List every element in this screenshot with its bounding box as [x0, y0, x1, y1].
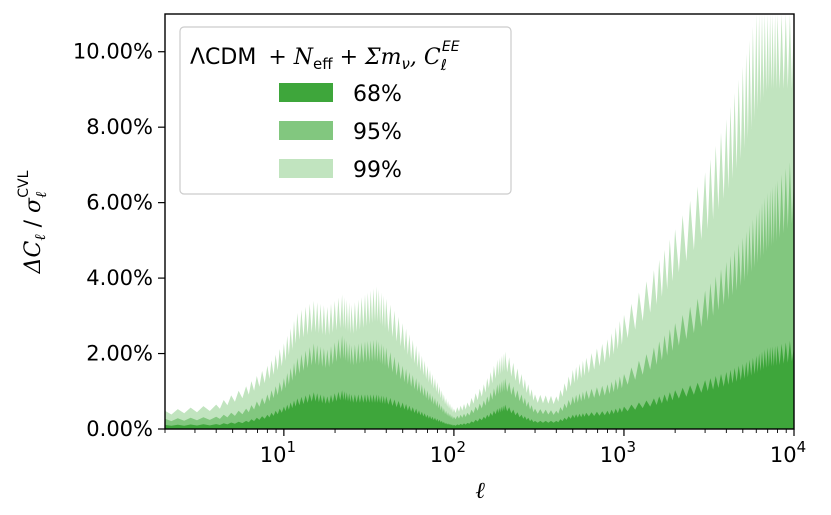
legend-title-cl-sup: EE — [442, 39, 460, 55]
legend-title-neff-sub: eff — [313, 55, 333, 73]
x-tick-label: 101 — [260, 438, 296, 467]
x-tick-label: 103 — [600, 438, 636, 467]
legend-label-95: 95% — [353, 120, 402, 145]
legend-swatch-68 — [279, 83, 333, 102]
legend-title-mnu: + Σm — [333, 45, 402, 70]
y-tick-label: 4.00% — [86, 266, 153, 290]
y-tick-label: 0.00% — [86, 417, 153, 441]
y-tick-label: 10.00% — [73, 40, 153, 64]
band-99 — [165, 14, 794, 429]
y-tick-label: 6.00% — [86, 191, 153, 215]
x-tick-label: 104 — [770, 438, 806, 467]
y-tick-label: 8.00% — [86, 115, 153, 139]
y-label-delta-c: ΔC — [21, 241, 46, 275]
x-axis-label: ℓ — [475, 478, 485, 504]
y-label-sigma-sub: ℓ — [32, 192, 50, 198]
legend-title-model: ΛCDM — [190, 45, 256, 70]
y-label-delta-c-sub: ℓ — [31, 234, 49, 240]
band-68 — [165, 340, 794, 429]
legend-swatch-99 — [279, 159, 333, 178]
x-tick-label: 102 — [430, 438, 466, 467]
confidence-bands — [165, 14, 794, 429]
legend-frame — [179, 26, 512, 195]
y-tick-label: 2.00% — [86, 342, 153, 366]
x-axis-ticks: 101 102 103 104 — [164, 429, 806, 467]
legend-title: ΛCDM + Neff + Σmν, CℓEE — [190, 39, 460, 74]
legend-title-cl-sub: ℓ — [440, 56, 447, 74]
y-axis-label: ΔCℓ / σℓCVL — [16, 170, 50, 274]
legend-swatch-95 — [279, 121, 333, 140]
legend-label-99: 99% — [353, 158, 402, 183]
y-label-sigma: σ — [21, 197, 46, 213]
plot-frame — [164, 13, 795, 430]
legend: ΛCDM + Neff + Σmν, CℓEE 68% 95% 99% — [179, 26, 512, 195]
legend-title-cl: , C — [410, 45, 441, 70]
y-label-sigma-sup: CVL — [16, 170, 32, 197]
y-axis-ticks: 0.00% 2.00% 4.00% 6.00% 8.00% 10.00% — [73, 40, 165, 441]
legend-title-neff: + N — [268, 45, 313, 70]
legend-title-mnu-sub: ν — [401, 55, 409, 73]
legend-label-68: 68% — [353, 82, 402, 107]
